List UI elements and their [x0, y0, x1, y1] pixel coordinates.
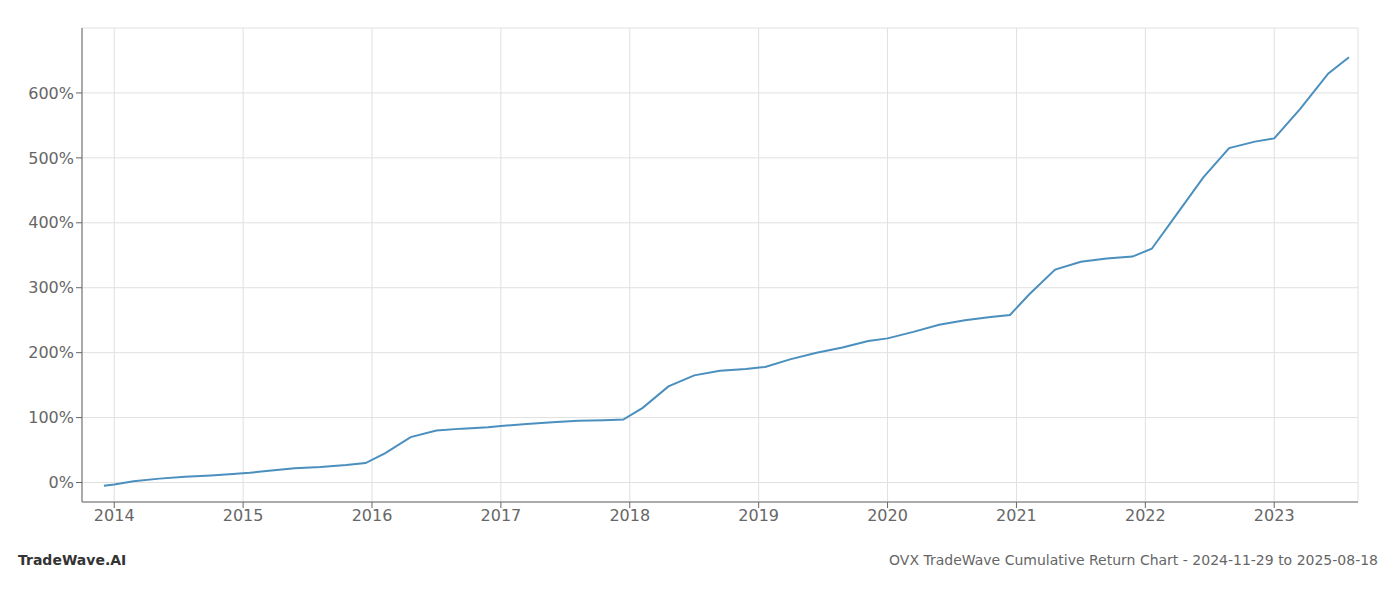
svg-text:400%: 400% — [28, 213, 74, 232]
svg-text:2016: 2016 — [352, 506, 393, 525]
svg-text:2017: 2017 — [481, 506, 522, 525]
svg-text:0%: 0% — [49, 473, 74, 492]
html-text:TradeWave.AI: TradeWave.AI — [18, 552, 127, 568]
svg-text:2023: 2023 — [1254, 506, 1295, 525]
svg-text:200%: 200% — [28, 343, 74, 362]
svg-text:2015: 2015 — [223, 506, 264, 525]
svg-text:100%: 100% — [28, 408, 74, 427]
svg-text:2021: 2021 — [996, 506, 1037, 525]
svg-text:2020: 2020 — [867, 506, 908, 525]
svg-text:2019: 2019 — [738, 506, 779, 525]
html-text:OVX TradeWave Cumulative Retur: OVX TradeWave Cumulative Return Chart - … — [889, 552, 1378, 568]
svg-text:2018: 2018 — [609, 506, 650, 525]
svg-text:2022: 2022 — [1125, 506, 1166, 525]
svg-text:2014: 2014 — [94, 506, 135, 525]
svg-text:600%: 600% — [28, 84, 74, 103]
svg-text:300%: 300% — [28, 278, 74, 297]
svg-text:500%: 500% — [28, 149, 74, 168]
